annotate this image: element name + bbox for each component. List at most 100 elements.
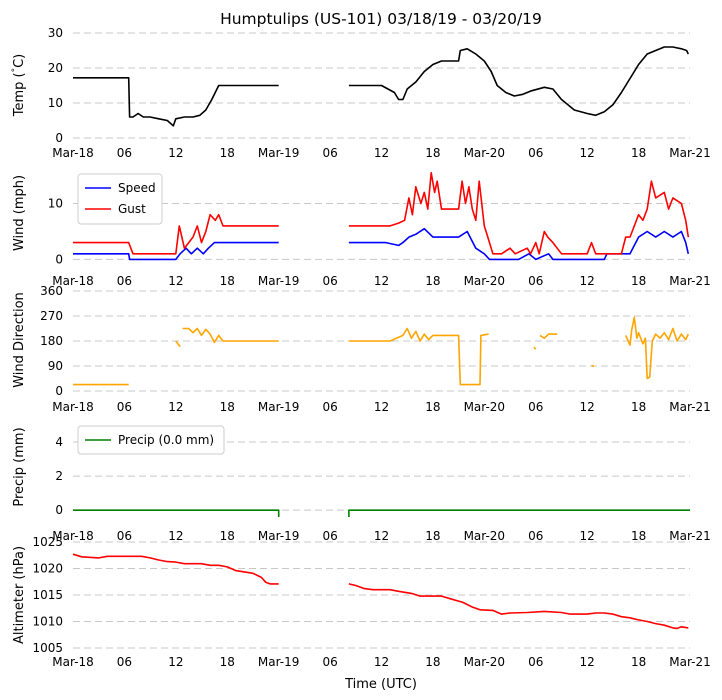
x-tick-label: 18 — [425, 146, 440, 160]
x-tick-label: Mar-21 — [669, 529, 710, 543]
x-tick-label: 06 — [322, 400, 337, 414]
legend-box — [77, 173, 163, 225]
x-tick-label: 06 — [117, 274, 132, 288]
series-line-direction — [591, 364, 595, 368]
x-tick-label: 12 — [580, 529, 595, 543]
x-tick-label: 06 — [528, 400, 543, 414]
x-tick-label: Mar-18 — [52, 274, 93, 288]
y-tick-label: 360 — [40, 284, 63, 298]
legend-entry: Gust — [118, 202, 146, 216]
series-line-temp — [73, 77, 279, 127]
x-tick-label: Mar-19 — [258, 274, 299, 288]
x-tick-label: 12 — [580, 655, 595, 669]
x-tick-label: 18 — [220, 529, 235, 543]
x-tick-label: 18 — [631, 146, 646, 160]
series-line-altimeter — [348, 583, 689, 630]
panel-precip: 0 2 4 Precip (mm) Mar-18 06 12 18 Mar-19 06 12 18 Ma… — [12, 425, 711, 543]
x-tick-label: 18 — [220, 655, 235, 669]
x-tick-label: Mar-20 — [464, 529, 505, 543]
y-tick-label: 1020 — [32, 562, 63, 576]
y-tick-label: 180 — [40, 334, 63, 348]
x-tick-label: 12 — [374, 400, 389, 414]
x-tick-label: Mar-20 — [464, 655, 505, 669]
x-tick-label: 18 — [425, 274, 440, 288]
y-tick-label: 10 — [48, 197, 63, 211]
x-tick-label: 12 — [374, 529, 389, 543]
x-tick-label: 12 — [580, 400, 595, 414]
x-tick-label: 06 — [117, 655, 132, 669]
x-tick-label: 06 — [117, 529, 132, 543]
x-tick-label: 12 — [168, 400, 183, 414]
y-tick-label: 20 — [48, 61, 63, 75]
y-tick-label: 0 — [55, 384, 63, 398]
panel-temperature: 0 10 20 30 Temp (°C) Mar-18 06 12 18 Mar-19 06 12 18… — [11, 26, 711, 160]
x-tick-label: Mar-21 — [669, 274, 710, 288]
x-tick-label: Mar-21 — [669, 400, 710, 414]
y-axis-label: Temp (°C) — [11, 54, 27, 118]
x-tick-label: 18 — [631, 655, 646, 669]
y-tick-label: 1010 — [32, 615, 63, 629]
x-tick-label: 18 — [631, 274, 646, 288]
x-tick-label: Mar-20 — [464, 400, 505, 414]
x-tick-label: Mar-18 — [52, 655, 93, 669]
y-tick-label: 2 — [55, 469, 63, 483]
series-line-precip — [348, 509, 690, 517]
legend-entry: Precip (0.0 mm) — [118, 433, 214, 447]
x-tick-label: 18 — [425, 655, 440, 669]
x-tick-label: 18 — [631, 529, 646, 543]
x-tick-label: Mar-19 — [258, 529, 299, 543]
y-tick-label: 1015 — [32, 588, 63, 602]
series-line-precip — [73, 509, 280, 517]
series-line-altimeter — [72, 553, 279, 585]
x-tick-label: 06 — [528, 146, 543, 160]
y-tick-label: 30 — [48, 26, 63, 40]
x-tick-label: 12 — [168, 146, 183, 160]
x-tick-label: 06 — [117, 400, 132, 414]
x-tick-label: 12 — [374, 146, 389, 160]
y-axis-label: Wind Direction — [12, 292, 27, 388]
series-line-gust — [73, 213, 279, 255]
x-tick-label: Mar-19 — [258, 655, 299, 669]
panel-altimeter: 1005 1010 1015 1020 1025 Altimeter (hPa) Mar-1… — [12, 535, 711, 669]
y-tick-label: 270 — [40, 309, 63, 323]
x-tick-label: 12 — [374, 274, 389, 288]
series-line-direction — [175, 340, 181, 348]
y-tick-label: 10 — [48, 96, 63, 110]
x-tick-label: 06 — [528, 274, 543, 288]
series-line-temp — [348, 46, 690, 117]
x-tick-label: 12 — [580, 274, 595, 288]
x-tick-label: 06 — [528, 529, 543, 543]
series-line-gust — [348, 172, 690, 255]
x-tick-label: 06 — [322, 146, 337, 160]
y-tick-label: 4 — [55, 435, 63, 449]
x-tick-label: 12 — [168, 655, 183, 669]
y-tick-label: 0 — [55, 252, 63, 266]
legend-entry: Speed — [118, 181, 156, 195]
x-tick-label: 18 — [425, 400, 440, 414]
x-tick-label: 12 — [580, 146, 595, 160]
y-tick-label: 0 — [55, 131, 63, 145]
x-tick-label: Mar-18 — [52, 400, 93, 414]
x-tick-label: 18 — [220, 274, 235, 288]
y-tick-label: 1005 — [32, 641, 63, 655]
series-line-direction — [539, 333, 558, 339]
x-tick-label: 18 — [425, 529, 440, 543]
x-tick-label: Mar-19 — [258, 146, 299, 160]
panel-wind-direction: 0 90 180 270 360 Wind Direction Mar-18 06 12 18 Ma… — [12, 284, 711, 414]
y-axis-label: Wind (mph) — [12, 175, 27, 251]
x-tick-label: Mar-19 — [258, 400, 299, 414]
y-tick-label: 90 — [48, 359, 63, 373]
x-tick-label: 12 — [374, 655, 389, 669]
x-tick-label: Mar-20 — [464, 274, 505, 288]
x-tick-label: 06 — [322, 529, 337, 543]
series-line-speed — [73, 241, 279, 261]
series-line-direction — [348, 327, 489, 386]
x-tick-label: Mar-21 — [669, 146, 710, 160]
series-line-speed — [348, 227, 690, 261]
y-tick-label: 1025 — [32, 535, 63, 549]
x-tick-label: 06 — [322, 655, 337, 669]
y-tick-label: 0 — [55, 503, 63, 517]
y-axis-label: Altimeter (hPa) — [12, 546, 27, 644]
